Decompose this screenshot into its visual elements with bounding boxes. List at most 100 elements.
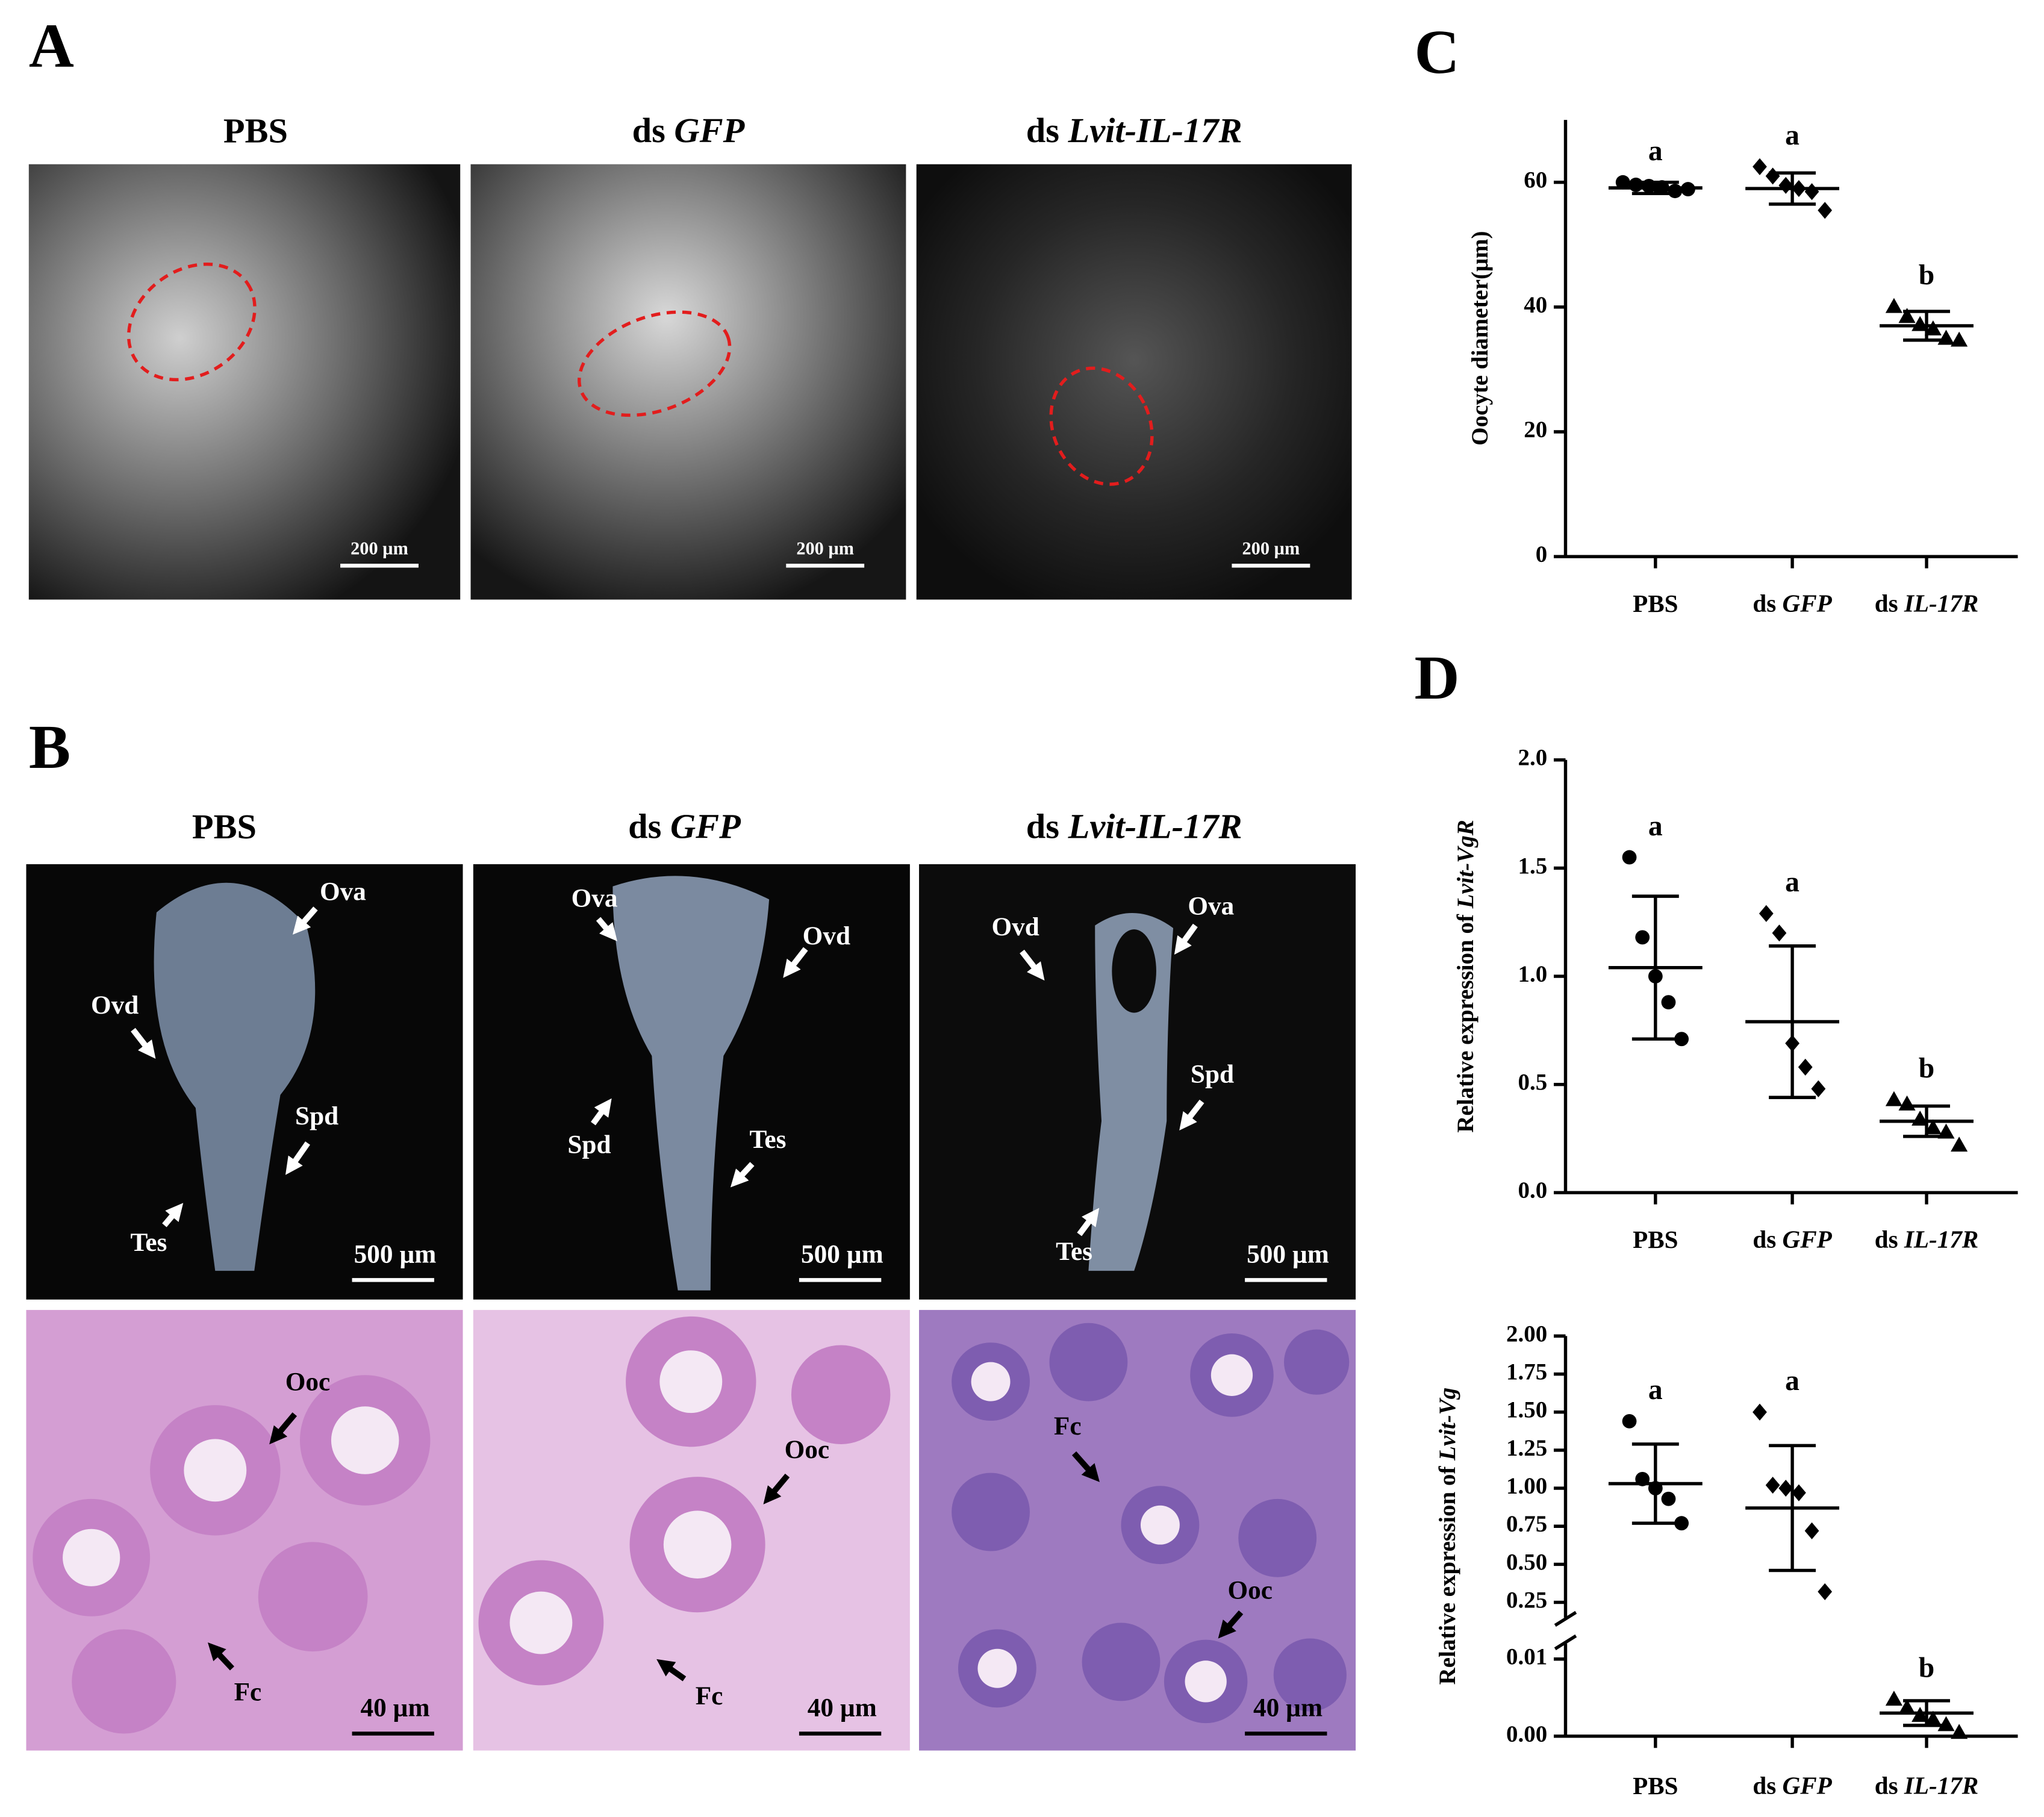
arrow bbox=[292, 906, 318, 935]
point bbox=[1635, 930, 1650, 945]
significance-letter: b bbox=[1919, 260, 1934, 291]
point bbox=[1885, 1691, 1902, 1706]
point bbox=[1753, 1403, 1767, 1421]
annotation: Fc bbox=[1054, 1412, 1082, 1441]
error-bar bbox=[1769, 1444, 1816, 1572]
arrow bbox=[730, 1162, 755, 1188]
column-title: ds GFP bbox=[628, 807, 741, 846]
annotation: Spd bbox=[295, 1102, 338, 1130]
axis-break bbox=[1554, 1610, 1577, 1627]
annotation: Ooc bbox=[785, 1435, 830, 1464]
annotation: Spd bbox=[567, 1130, 611, 1159]
x-tick-label: ds GFP bbox=[1753, 1772, 1832, 1800]
arrow bbox=[763, 1473, 790, 1504]
panel-label: D bbox=[1414, 643, 1459, 712]
arrow bbox=[596, 917, 617, 941]
point bbox=[1798, 1058, 1813, 1076]
y-tick-label: 2.00 bbox=[1506, 1321, 1547, 1347]
scale-bar-label: 200 µm bbox=[796, 538, 854, 558]
arrow bbox=[269, 1412, 298, 1445]
roi-ellipse bbox=[1049, 366, 1154, 486]
significance-letter: a bbox=[1785, 1365, 1799, 1397]
organ bbox=[154, 882, 316, 1271]
x-tick-label: PBS bbox=[1633, 1226, 1678, 1253]
point bbox=[1937, 1716, 1955, 1731]
point bbox=[1661, 1491, 1676, 1506]
arrow bbox=[1020, 949, 1045, 981]
point bbox=[1792, 1484, 1806, 1501]
y-axis-label: Relative expression of Lvit-VgR bbox=[1453, 820, 1478, 1132]
significance-letter: a bbox=[1648, 811, 1663, 842]
significance-letter: a bbox=[1785, 120, 1799, 151]
arrow bbox=[1174, 923, 1198, 955]
cells bbox=[952, 1323, 1350, 1724]
error-bar bbox=[1631, 1442, 1679, 1525]
panel-label: B bbox=[29, 712, 70, 782]
nuclei bbox=[63, 1350, 1253, 1703]
point bbox=[1622, 1413, 1637, 1429]
y-tick-label: 0.01 bbox=[1506, 1644, 1547, 1670]
y-tick-label: 1.5 bbox=[1518, 853, 1548, 879]
arrow bbox=[131, 1027, 156, 1059]
arrow bbox=[783, 947, 808, 978]
point bbox=[1924, 1710, 1942, 1726]
significance-letter: a bbox=[1648, 136, 1663, 167]
photo bbox=[470, 164, 906, 600]
significance-letter: a bbox=[1785, 867, 1799, 898]
y-tick-label: 0.50 bbox=[1506, 1549, 1547, 1575]
column-title: ds GFP bbox=[632, 111, 746, 150]
arrow bbox=[1071, 1451, 1100, 1482]
scale-bar-label: 200 µm bbox=[1242, 538, 1300, 558]
y-tick-label: 0.0 bbox=[1518, 1177, 1548, 1203]
y-tick-label: 1.50 bbox=[1506, 1397, 1547, 1423]
scale-bar-label: 500 µm bbox=[354, 1239, 437, 1268]
annotation: Spd bbox=[1191, 1060, 1234, 1089]
point bbox=[1765, 167, 1780, 185]
scale-bar-label: 40 µm bbox=[808, 1693, 877, 1722]
annotation: Fc bbox=[234, 1677, 262, 1706]
arrow bbox=[162, 1203, 184, 1227]
error-bar bbox=[1631, 180, 1679, 196]
panel-label: C bbox=[1414, 17, 1459, 87]
y-tick-label: 40 bbox=[1524, 292, 1547, 318]
point bbox=[1951, 1724, 1968, 1739]
y-tick-label: 0.00 bbox=[1506, 1721, 1547, 1747]
y-tick-label: 1.00 bbox=[1506, 1473, 1547, 1499]
arrow bbox=[207, 1642, 235, 1671]
y-tick-label: 60 bbox=[1524, 167, 1547, 193]
error-bar bbox=[1903, 310, 1950, 342]
point bbox=[1759, 905, 1774, 922]
point bbox=[1818, 202, 1833, 219]
y-tick-label: 0.75 bbox=[1506, 1511, 1547, 1537]
significance-letter: b bbox=[1919, 1653, 1934, 1684]
point bbox=[1951, 331, 1968, 347]
point bbox=[1622, 850, 1637, 865]
annotation: Ooc bbox=[285, 1367, 331, 1396]
annotation: Tes bbox=[1056, 1237, 1092, 1266]
arrow bbox=[1077, 1208, 1100, 1236]
error-bar bbox=[1903, 1104, 1950, 1138]
axis-break bbox=[1554, 1634, 1577, 1651]
y-tick-label: 1.25 bbox=[1506, 1435, 1547, 1461]
photo bbox=[916, 164, 1352, 600]
point bbox=[1765, 1476, 1780, 1494]
x-tick-label: ds IL-17R bbox=[1875, 1226, 1978, 1253]
y-tick-label: 20 bbox=[1524, 417, 1547, 443]
point bbox=[1668, 184, 1683, 199]
error-bar bbox=[1769, 171, 1816, 206]
annotation: Ooc bbox=[1227, 1576, 1273, 1605]
error-bar bbox=[1631, 894, 1679, 1041]
annotation: Ovd bbox=[91, 991, 139, 1020]
y-tick-label: 0.25 bbox=[1506, 1588, 1547, 1613]
arrow bbox=[1179, 1099, 1204, 1130]
scale-bar-label: 40 µm bbox=[1253, 1693, 1323, 1722]
column-title: PBS bbox=[192, 807, 257, 846]
annotation: Tes bbox=[130, 1228, 167, 1257]
organ-lumen bbox=[1112, 929, 1156, 1013]
point bbox=[1898, 1699, 1916, 1715]
scale-bar-label: 40 µm bbox=[360, 1693, 429, 1722]
column-title: ds Lvit-IL-17R bbox=[1026, 111, 1242, 150]
roi-ellipse bbox=[578, 310, 732, 417]
point bbox=[1924, 1119, 1942, 1135]
arrow bbox=[285, 1141, 310, 1175]
